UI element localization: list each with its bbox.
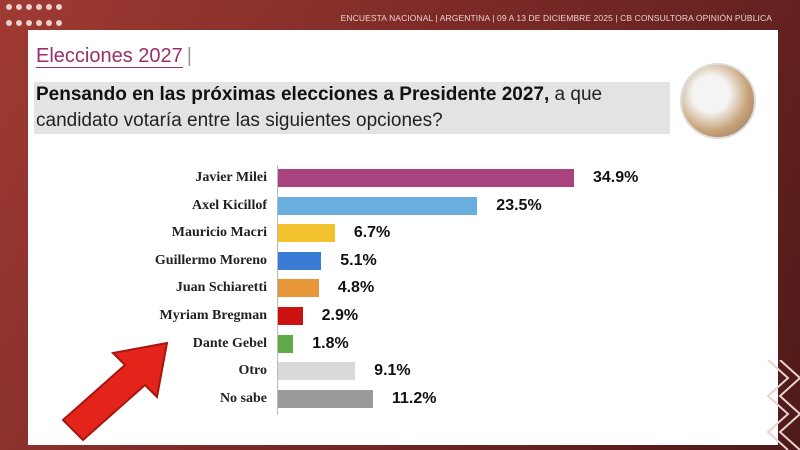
data-label: 34.9% [593, 169, 639, 186]
category-label: Axel Kicillof [191, 197, 267, 213]
bar [278, 251, 322, 270]
category-label: Javier Milei [195, 170, 267, 185]
category-label: No sabe [219, 390, 267, 406]
category-label: Juan Schiaretti [175, 280, 267, 296]
question-text: Pensando en las próximas elecciones a Pr… [34, 82, 670, 134]
bar [278, 279, 319, 298]
bar [278, 389, 373, 408]
data-label: 9.1% [374, 362, 411, 380]
red-arrow-icon [61, 341, 169, 442]
bar [278, 334, 294, 353]
ballot-box-photo [680, 63, 756, 139]
category-label: Myriam Bregman [159, 308, 267, 323]
chart-axis [277, 165, 278, 415]
data-label: 4.8% [337, 279, 375, 297]
bar [278, 224, 335, 243]
survey-header: ENCUESTA NACIONAL | ARGENTINA | 09 A 13 … [340, 13, 772, 23]
category-label: Otro [238, 363, 267, 379]
data-label: 11.2% [391, 389, 437, 407]
decorative-dots [6, 4, 66, 26]
section-title: Elecciones 2027 | [36, 45, 192, 68]
bar [278, 362, 356, 381]
data-label: 6.7% [353, 224, 391, 242]
category-label: Dante Gebel [192, 335, 267, 351]
bar [278, 169, 574, 187]
zigzag-decoration [766, 360, 800, 450]
category-label: Mauricio Macri [171, 225, 267, 241]
data-label: 23.5% [496, 196, 542, 214]
bar [278, 307, 303, 325]
bar [278, 196, 478, 215]
data-label: 5.1% [340, 251, 377, 269]
category-label: Guillermo Moreno [154, 252, 267, 268]
data-label: 2.9% [321, 307, 359, 324]
data-label: 1.8% [312, 334, 349, 352]
